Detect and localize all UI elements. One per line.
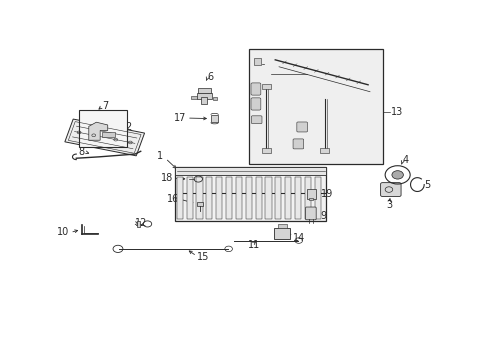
Polygon shape (89, 122, 107, 140)
Polygon shape (65, 119, 144, 156)
Bar (212, 97, 217, 100)
Text: 1: 1 (157, 151, 163, 161)
Bar (254, 58, 261, 66)
Text: 18: 18 (161, 173, 173, 183)
Bar (262, 148, 271, 153)
Text: 12: 12 (135, 218, 147, 228)
Bar (314, 176, 320, 220)
Bar (265, 176, 271, 220)
Bar (306, 189, 316, 199)
Text: 16: 16 (167, 194, 179, 204)
Bar (210, 115, 218, 122)
Text: 5: 5 (423, 180, 429, 190)
Bar (294, 176, 301, 220)
Bar (102, 132, 115, 138)
Bar (255, 176, 261, 220)
Bar (216, 176, 222, 220)
Circle shape (391, 171, 403, 179)
Text: 7: 7 (102, 100, 108, 111)
Text: 10: 10 (57, 227, 69, 237)
FancyBboxPatch shape (251, 116, 262, 123)
Text: 13: 13 (390, 107, 402, 117)
Bar (275, 176, 281, 220)
Bar (319, 148, 329, 153)
Bar (225, 176, 232, 220)
Text: 14: 14 (292, 233, 305, 243)
Text: 3: 3 (386, 199, 391, 210)
Bar (304, 176, 310, 220)
Bar (79, 110, 126, 147)
FancyBboxPatch shape (250, 83, 260, 95)
Bar (196, 176, 202, 220)
Bar (201, 97, 207, 104)
Bar (248, 49, 383, 164)
Text: 11: 11 (247, 240, 260, 250)
Bar (197, 202, 203, 206)
Bar (235, 176, 242, 220)
Bar (274, 228, 289, 239)
Bar (186, 176, 192, 220)
Bar (196, 93, 211, 99)
Bar (262, 84, 271, 89)
Text: 9: 9 (319, 211, 325, 221)
Text: 6: 6 (206, 72, 213, 82)
Text: 15: 15 (196, 252, 209, 262)
FancyBboxPatch shape (292, 139, 303, 149)
Text: 4: 4 (401, 156, 407, 166)
FancyBboxPatch shape (380, 183, 400, 197)
FancyBboxPatch shape (305, 207, 316, 220)
Bar (191, 96, 196, 99)
Bar (197, 88, 211, 93)
Bar (285, 176, 291, 220)
Bar (277, 224, 286, 228)
Text: 17: 17 (173, 113, 186, 123)
Text: 19: 19 (320, 189, 332, 199)
FancyBboxPatch shape (250, 98, 260, 110)
Bar (308, 198, 312, 201)
Bar (175, 167, 325, 221)
Bar (175, 167, 325, 175)
Bar (176, 176, 183, 220)
Text: 8: 8 (79, 147, 84, 157)
FancyBboxPatch shape (296, 122, 307, 132)
Bar (245, 176, 251, 220)
Bar (206, 176, 212, 220)
Bar (137, 221, 140, 227)
Text: 2: 2 (125, 122, 132, 132)
